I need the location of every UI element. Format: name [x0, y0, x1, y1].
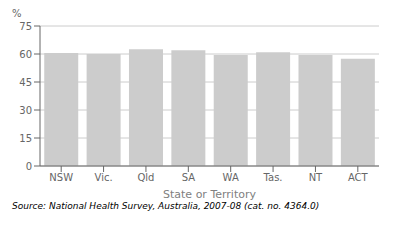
svg-text:60: 60: [19, 49, 32, 60]
html-text:Source: National Health Survey: Source: National Health Survey, Australi…: [12, 201, 320, 211]
svg-text:30: 30: [19, 105, 32, 116]
svg-text:NT: NT: [309, 172, 323, 183]
svg-text:Vic.: Vic.: [95, 172, 113, 183]
svg-text:SA: SA: [182, 172, 196, 183]
svg-text:WA: WA: [223, 172, 239, 183]
svg-text:75: 75: [19, 21, 32, 32]
svg-text:State or Territory: State or Territory: [163, 188, 256, 200]
svg-text:Tas.: Tas.: [263, 172, 283, 183]
svg-text:0: 0: [26, 161, 32, 172]
svg-text:ACT: ACT: [348, 172, 369, 183]
svg-text:Qld: Qld: [137, 172, 154, 183]
svg-text:NSW: NSW: [49, 172, 73, 183]
svg-text:15: 15: [19, 133, 32, 144]
svg-text:45: 45: [19, 77, 32, 88]
